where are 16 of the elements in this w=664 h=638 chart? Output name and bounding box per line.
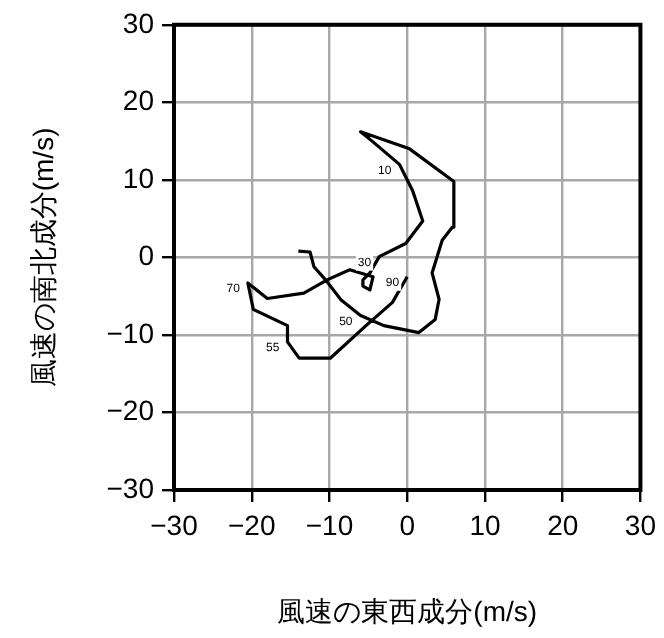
- y-tick-label: −30: [106, 471, 155, 504]
- y-axis-title: 風速の南北成分(m/s): [26, 127, 59, 388]
- x-tick-label: −20: [227, 508, 276, 541]
- y-tick-label: 30: [122, 6, 155, 39]
- y-tick-label: 10: [122, 161, 155, 194]
- x-tick-label: −10: [305, 508, 354, 541]
- x-tick-label: −30: [150, 508, 199, 541]
- y-tick-label: 20: [122, 84, 155, 117]
- x-tick-label: 30: [624, 508, 657, 541]
- x-tick-label: 10: [469, 508, 501, 541]
- y-tick-label: −10: [106, 316, 155, 349]
- x-tick-label: 0: [399, 508, 416, 541]
- y-tick-label: 0: [138, 239, 155, 272]
- x-axis-title: 風速の東西成分(m/s): [277, 594, 538, 627]
- x-tick-label: 20: [547, 508, 579, 541]
- y-tick-label: −20: [106, 394, 155, 427]
